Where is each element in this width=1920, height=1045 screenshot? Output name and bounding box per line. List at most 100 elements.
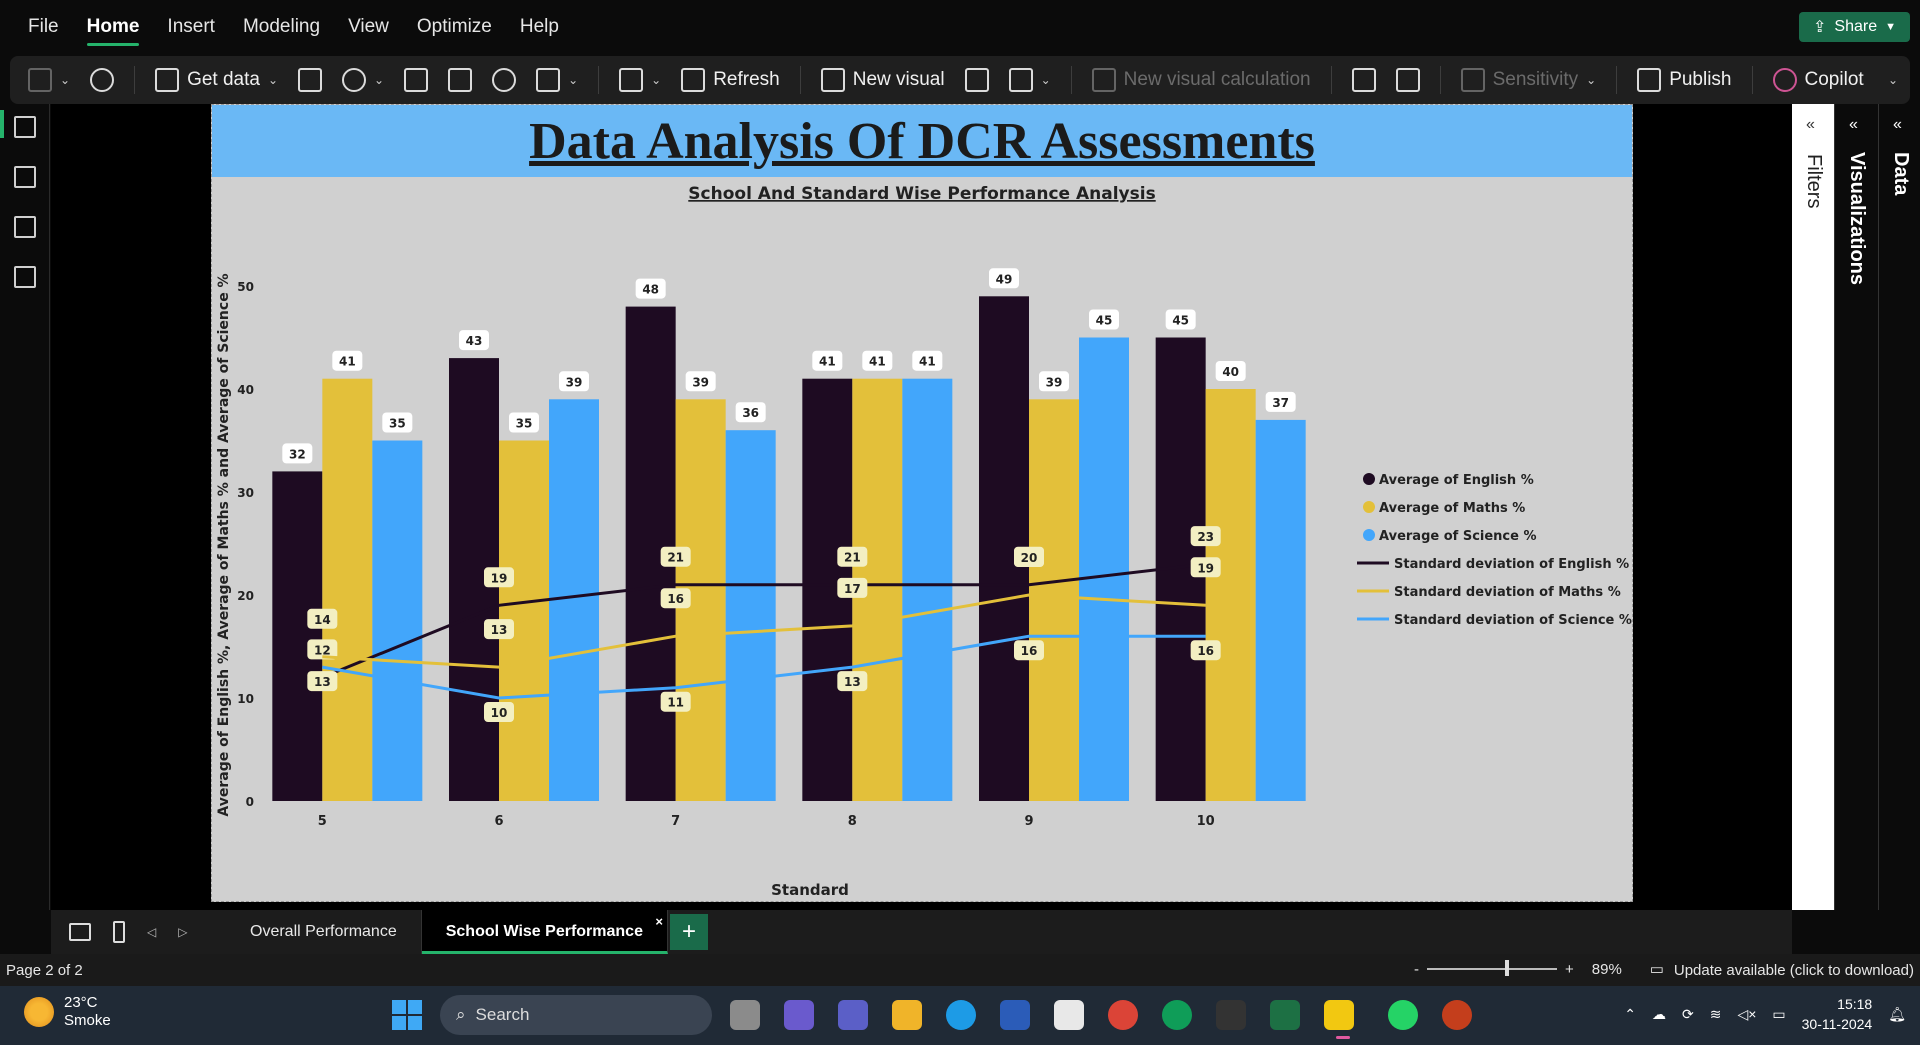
page-indicator: Page 2 of 2 [6, 962, 83, 979]
line-data-label: 16 [1021, 644, 1038, 658]
battery-icon[interactable]: ▭ [1772, 1005, 1786, 1022]
paste-button[interactable]: ⌄ [28, 56, 70, 104]
menu-insert[interactable]: Insert [167, 16, 215, 37]
zoom-out-button[interactable]: - [1414, 960, 1419, 978]
visualizations-pane[interactable]: « Visualizations [1834, 104, 1878, 910]
add-page-button[interactable]: + [669, 914, 708, 950]
terminal-icon[interactable] [1216, 1000, 1246, 1030]
start-button[interactable] [392, 1000, 422, 1030]
copilot-button[interactable]: Copilot [1772, 56, 1864, 104]
line-data-label: 20 [1021, 551, 1038, 565]
collapse-icon[interactable]: « [1849, 116, 1858, 133]
divider [1439, 66, 1441, 94]
line-data-label: 14 [314, 613, 331, 627]
legend-entry: Average of English % [1379, 473, 1534, 488]
filters-pane[interactable]: « Filters [1792, 104, 1834, 910]
enter-data-button[interactable] [448, 56, 473, 104]
dataverse-icon [492, 68, 517, 92]
chevron-up-icon[interactable]: ⌃ [1624, 1005, 1636, 1022]
word-icon[interactable] [1000, 1000, 1030, 1030]
menu-home[interactable]: Home [73, 0, 154, 54]
more-visuals-button[interactable]: ⌄ [1008, 56, 1051, 104]
share-button[interactable]: ⇪ Share ▼ [1799, 12, 1910, 42]
wifi-icon[interactable]: ≋ [1709, 1005, 1722, 1022]
taskbar-search[interactable]: ⌕ Search [440, 995, 712, 1035]
bar-data-label: 39 [692, 375, 709, 389]
sensitivity-icon [1460, 68, 1485, 92]
new-visual-label: New visual [852, 69, 945, 90]
new-visual-calculation-button[interactable]: New visual calculation [1091, 56, 1311, 104]
model-view-icon[interactable] [14, 216, 36, 238]
fit-to-page-icon[interactable]: ▭ [1649, 961, 1664, 978]
tab-school-wise-performance[interactable]: School Wise Performance × [421, 910, 668, 954]
prev-page-icon[interactable]: ◁ [147, 925, 157, 939]
menu-optimize[interactable]: Optimize [416, 16, 492, 37]
clipboard-icon [28, 68, 52, 92]
clustered-column-line-chart[interactable]: School And Standard Wise Performance Ana… [212, 177, 1632, 901]
task-view-icon[interactable] [730, 1000, 760, 1030]
format-painter-button[interactable] [90, 56, 115, 104]
dataverse-button[interactable] [492, 56, 517, 104]
get-data-button[interactable]: Get data ⌄ [155, 56, 278, 104]
mobile-layout-icon[interactable] [113, 921, 125, 943]
chrome-profile-icon[interactable] [1162, 1000, 1192, 1030]
menu-modeling[interactable]: Modeling [242, 16, 321, 37]
excel-workbook-button[interactable] [298, 56, 323, 104]
legend-marker-0 [1363, 473, 1375, 485]
table-view-icon[interactable] [14, 166, 36, 188]
data-label-bg [509, 412, 539, 433]
quick-measure-button[interactable] [1395, 56, 1420, 104]
edge-icon[interactable] [946, 1000, 976, 1030]
new-visual-button[interactable]: New visual [820, 56, 945, 104]
notification-bell-icon[interactable]: 🔔︎ [1888, 1005, 1906, 1022]
zoom-slider[interactable] [1427, 960, 1557, 976]
menu-file[interactable]: File [28, 16, 59, 37]
clock[interactable]: 15:18 30-11-2024 [1802, 994, 1873, 1034]
collapse-icon[interactable]: « [1893, 116, 1902, 133]
data-pane[interactable]: « Data [1878, 104, 1920, 910]
line-data-label-bg [1190, 526, 1221, 547]
text-box-button[interactable] [964, 56, 989, 104]
onelake-button[interactable]: ⌄ [342, 56, 384, 104]
menu-help[interactable]: Help [519, 16, 559, 37]
teams-icon[interactable] [838, 1000, 868, 1030]
file-explorer-icon[interactable] [892, 1000, 922, 1030]
next-page-icon[interactable]: ▷ [178, 925, 188, 939]
close-icon[interactable]: × [655, 914, 663, 929]
zoom-in-button[interactable]: + [1565, 960, 1574, 978]
zoom-slider-thumb[interactable] [1505, 960, 1510, 976]
collapse-icon[interactable]: « [1806, 116, 1815, 133]
weather-widget[interactable]: 23°C Smoke [24, 994, 111, 1030]
copilot-app-icon[interactable] [784, 1000, 814, 1030]
transform-data-button[interactable]: ⌄ [619, 56, 661, 104]
new-measure-button[interactable] [1351, 56, 1376, 104]
report-view-icon[interactable] [14, 116, 36, 138]
line-data-label-bg [837, 671, 868, 692]
refresh-button[interactable]: Refresh [681, 56, 780, 104]
bar-data-label: 45 [1172, 314, 1189, 328]
menu-view[interactable]: View [348, 16, 389, 37]
speaker-muted-icon[interactable]: ◁× [1737, 1005, 1757, 1022]
sql-icon [404, 68, 429, 92]
publish-button[interactable]: Publish [1637, 56, 1732, 104]
recent-sources-button[interactable]: ⌄ [536, 56, 578, 104]
chrome-icon[interactable] [1108, 1000, 1138, 1030]
power-bi-icon[interactable] [1324, 1000, 1354, 1030]
excel-app-icon[interactable] [1270, 1000, 1300, 1030]
powerpoint-icon[interactable] [1442, 1000, 1472, 1030]
bar-data-label: 41 [339, 355, 356, 369]
onedrive-icon[interactable]: ☁ [1651, 1005, 1666, 1022]
tab-overall-performance[interactable]: Overall Performance [226, 910, 422, 954]
sync-icon[interactable]: ⟳ [1681, 1005, 1694, 1022]
sql-server-button[interactable] [404, 56, 429, 104]
store-icon[interactable] [1054, 1000, 1084, 1030]
ribbon-expand-button[interactable]: ⌄ [1888, 56, 1898, 104]
line-data-label: 13 [491, 623, 508, 637]
update-available-link[interactable]: Update available (click to download) [1673, 962, 1914, 979]
dax-query-view-icon[interactable] [14, 266, 36, 288]
copilot-icon [1772, 68, 1797, 92]
share-icon: ⇪ [1813, 19, 1827, 36]
sensitivity-button[interactable]: Sensitivity ⌄ [1460, 56, 1596, 104]
whatsapp-icon[interactable] [1388, 1000, 1418, 1030]
desktop-layout-icon[interactable] [69, 923, 91, 941]
